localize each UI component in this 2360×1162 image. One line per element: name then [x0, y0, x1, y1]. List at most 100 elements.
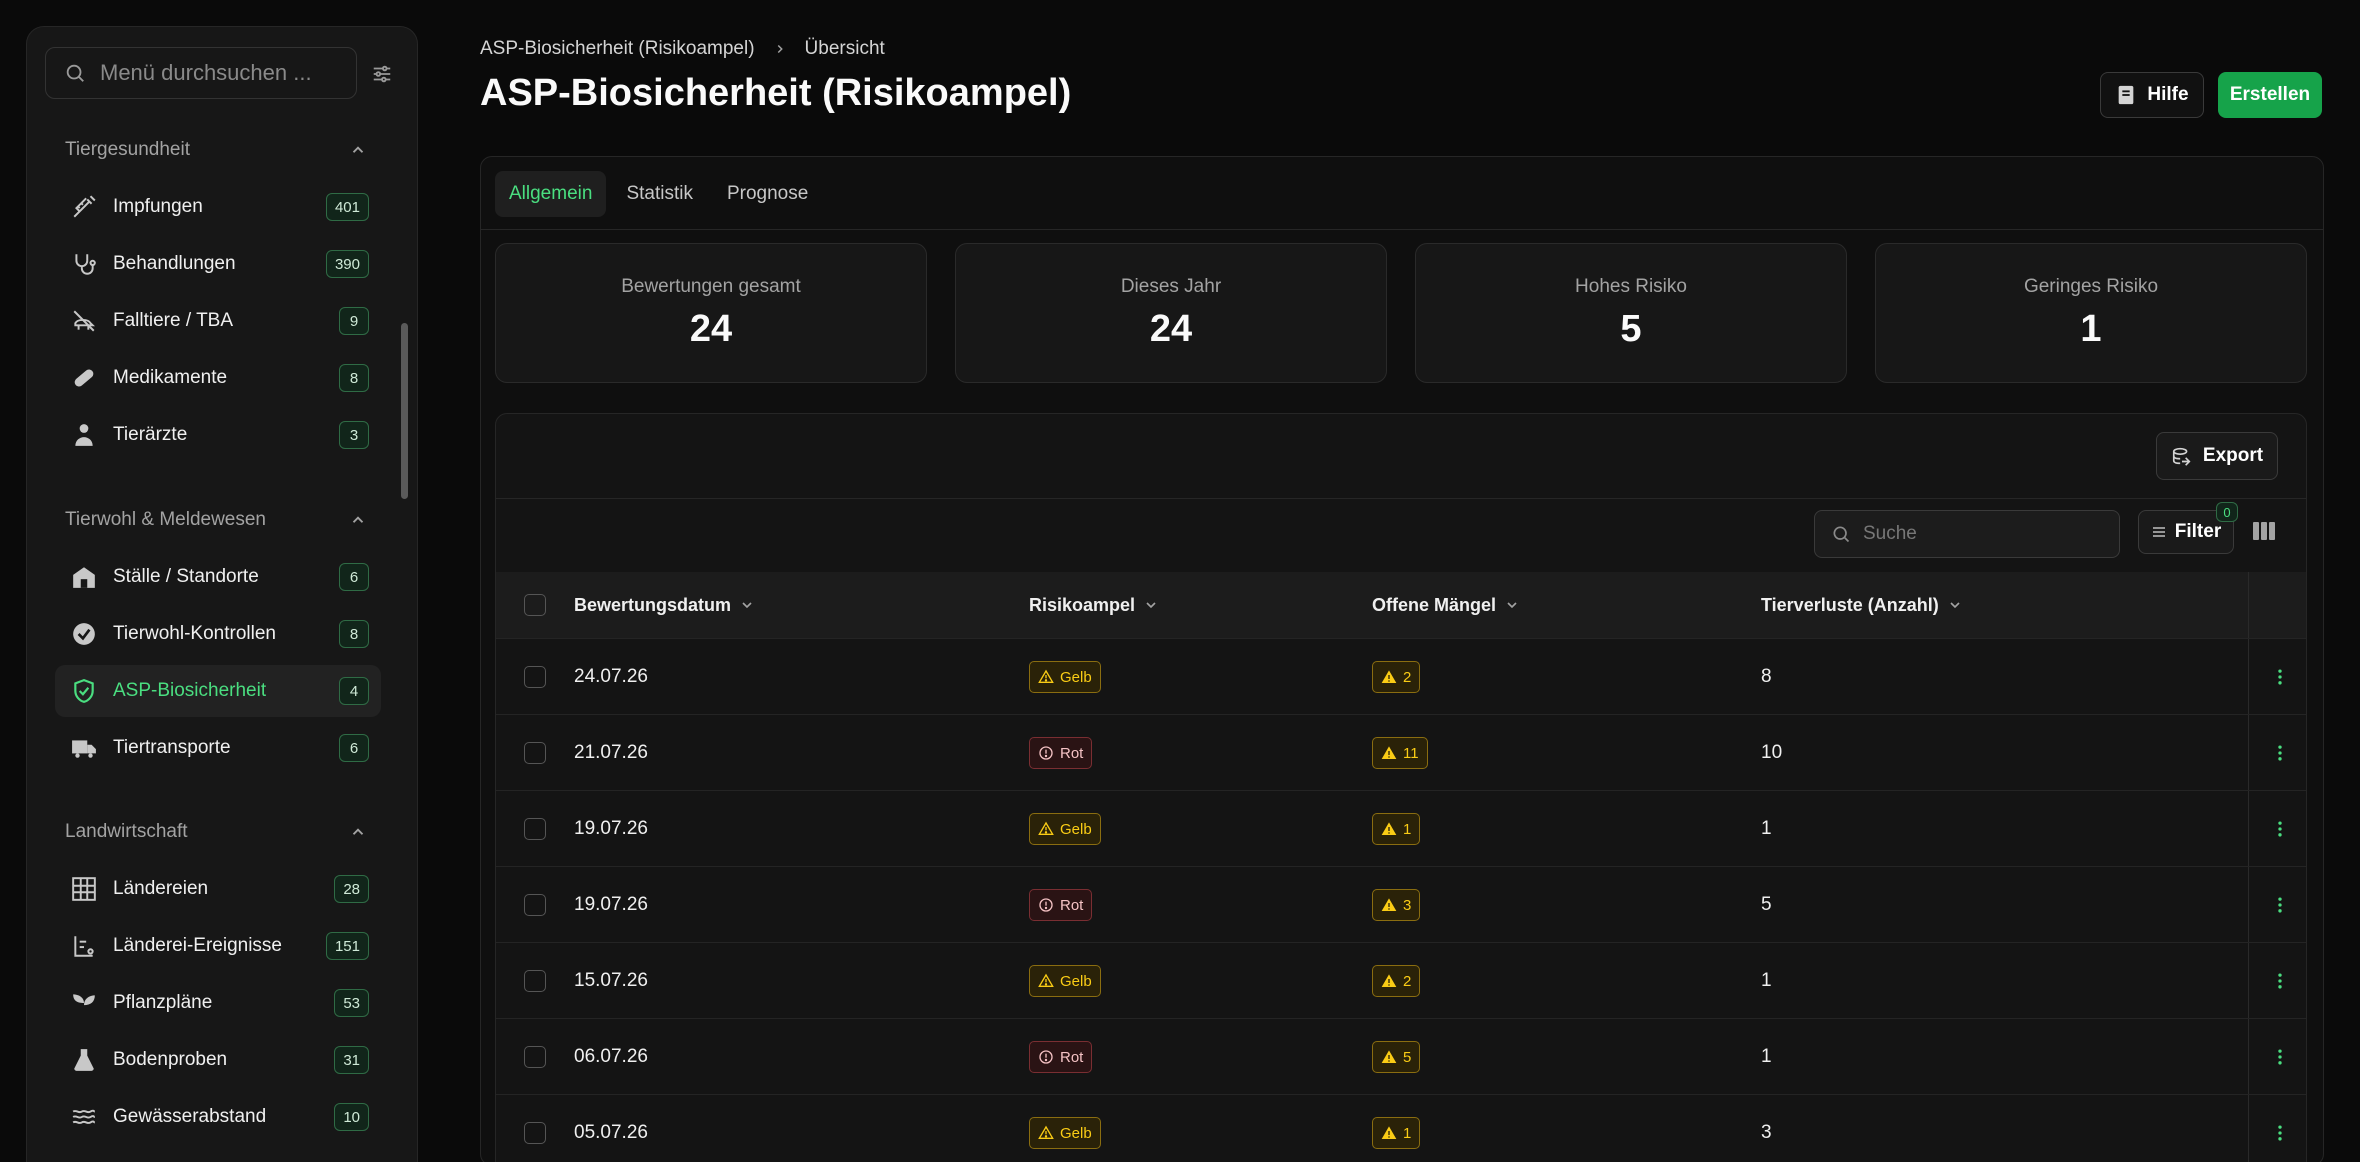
sidebar-item-tieraerzte[interactable]: Tierärzte 3	[55, 409, 381, 461]
sidebar-item-label: Ländereien	[113, 878, 209, 899]
more-vertical-icon[interactable]	[2270, 715, 2290, 791]
truck-icon	[69, 733, 99, 763]
sidebar-item-medikamente[interactable]: Medikamente 8	[55, 352, 381, 404]
row-checkbox[interactable]	[524, 1046, 546, 1068]
sidebar-item-label: Länderei-Ereignisse	[113, 935, 282, 956]
defects-count: 2	[1403, 972, 1412, 990]
sidebar-item-falltiere[interactable]: Falltiere / TBA 9	[55, 295, 381, 347]
sidebar-item-tierwohl-kontrollen[interactable]: Tierwohl-Kontrollen 8	[55, 608, 381, 660]
warning-filled-icon	[1381, 1049, 1397, 1065]
column-header-date[interactable]: Bewertungsdatum	[574, 572, 755, 638]
count-badge: 401	[325, 193, 369, 221]
sidebar-item-label: Bodenproben	[113, 1049, 228, 1070]
more-vertical-icon[interactable]	[2270, 639, 2290, 715]
water-icon	[69, 1102, 99, 1132]
cell-date: 19.07.26	[574, 894, 648, 915]
count-badge: 6	[339, 563, 369, 591]
warning-filled-icon	[1381, 669, 1397, 685]
stat-label: Hohes Risiko	[1575, 276, 1687, 297]
defects-badge: 1	[1372, 813, 1421, 845]
alert-circle-icon	[1038, 897, 1054, 913]
group-title-landwirtschaft[interactable]: Landwirtschaft	[65, 821, 188, 842]
sidebar-item-laendereien[interactable]: Ländereien 28	[55, 863, 381, 915]
tab-bar: Allgemein Statistik Prognose	[495, 171, 822, 217]
menu-search-input[interactable]: Menü durchsuchen ...	[45, 47, 357, 99]
chevron-up-icon[interactable]	[349, 823, 367, 846]
more-vertical-icon[interactable]	[2270, 1019, 2290, 1095]
cell-losses: 1	[1761, 1046, 1772, 1067]
cell-losses: 3	[1761, 1122, 1772, 1143]
tab-prognose[interactable]: Prognose	[726, 183, 809, 204]
warning-triangle-icon	[1038, 821, 1054, 837]
columns-icon[interactable]	[2252, 520, 2276, 547]
tab-statistik[interactable]: Statistik	[626, 183, 693, 204]
page-title: ASP-Biosicherheit (Risikoampel)	[480, 72, 1072, 114]
data-table-card: Export Suche Filter 0 Bewertungsdatum Ri…	[495, 413, 2307, 1162]
row-checkbox[interactable]	[524, 1122, 546, 1144]
breadcrumb-current: Übersicht	[804, 38, 885, 59]
filter-sliders-icon	[2152, 527, 2165, 537]
sidebar-item-tiertransporte[interactable]: Tiertransporte 6	[55, 722, 381, 774]
defects-badge: 11	[1372, 737, 1428, 769]
more-vertical-icon[interactable]	[2270, 867, 2290, 943]
breadcrumb-parent[interactable]: ASP-Biosicherheit (Risikoampel)	[480, 38, 755, 59]
row-checkbox[interactable]	[524, 818, 546, 840]
table-row[interactable]: 19.07.26 Gelb 1 1	[496, 790, 2306, 866]
table-row[interactable]: 24.07.26 Gelb 2 8	[496, 638, 2306, 714]
table-row[interactable]: 21.07.26 Rot 11 10	[496, 714, 2306, 790]
stat-card-this-year: Dieses Jahr 24	[955, 243, 1387, 383]
column-header-risk[interactable]: Risikoampel	[1029, 572, 1159, 638]
table-row[interactable]: 05.07.26 Gelb 1 3	[496, 1094, 2306, 1162]
sidebar-item-asp-biosicherheit[interactable]: ASP-Biosicherheit 4	[55, 665, 381, 717]
sidebar-item-staelle[interactable]: Ställe / Standorte 6	[55, 551, 381, 603]
chevron-down-icon	[1507, 602, 1517, 609]
defects-count: 2	[1403, 668, 1412, 686]
row-checkbox[interactable]	[524, 742, 546, 764]
sidebar-scrollbar[interactable]	[401, 323, 408, 499]
sidebar-item-laenderei-ereignisse[interactable]: Länderei-Ereignisse 151	[55, 920, 381, 972]
more-vertical-icon[interactable]	[2270, 791, 2290, 867]
column-header-defects[interactable]: Offene Mängel	[1372, 572, 1520, 638]
cell-losses: 10	[1761, 742, 1783, 763]
defects-count: 1	[1403, 820, 1412, 838]
risk-badge: Gelb	[1029, 661, 1101, 693]
column-label: Bewertungsdatum	[574, 594, 732, 615]
row-checkbox[interactable]	[524, 666, 546, 688]
risk-badge-label: Rot	[1060, 1048, 1084, 1066]
table-search-input[interactable]: Suche	[1814, 510, 2120, 558]
table-row[interactable]: 06.07.26 Rot 5 1	[496, 1018, 2306, 1094]
warning-filled-icon	[1381, 821, 1397, 837]
risk-badge-label: Rot	[1060, 744, 1084, 762]
sidebar-item-impfungen[interactable]: Impfungen 401	[55, 181, 381, 233]
risk-badge: Rot	[1029, 1041, 1093, 1073]
table-row[interactable]: 15.07.26 Gelb 2 1	[496, 942, 2306, 1018]
sidebar-item-bodenproben[interactable]: Bodenproben 31	[55, 1034, 381, 1086]
column-header-losses[interactable]: Tierverluste (Anzahl)	[1761, 572, 1963, 638]
row-checkbox[interactable]	[524, 894, 546, 916]
chevron-up-icon[interactable]	[349, 141, 367, 164]
defects-count: 1	[1403, 1124, 1412, 1142]
tab-allgemein[interactable]: Allgemein	[495, 171, 607, 217]
chevron-right-icon	[777, 44, 783, 54]
cell-date: 06.07.26	[574, 1046, 648, 1067]
count-badge: 31	[334, 1046, 369, 1074]
sidebar-item-behandlungen[interactable]: Behandlungen 390	[55, 238, 381, 290]
more-vertical-icon[interactable]	[2270, 943, 2290, 1019]
help-button[interactable]: Hilfe	[2100, 72, 2204, 118]
cell-date: 15.07.26	[574, 970, 648, 991]
create-button[interactable]: Erstellen	[2218, 72, 2322, 118]
defects-badge: 2	[1372, 965, 1421, 997]
more-vertical-icon[interactable]	[2270, 1095, 2290, 1162]
settings-sliders-icon[interactable]	[371, 63, 393, 90]
sidebar-item-gewaesserabstand[interactable]: Gewässerabstand 10	[55, 1091, 381, 1143]
alert-circle-icon	[1038, 745, 1054, 761]
group-title-tiergesundheit[interactable]: Tiergesundheit	[65, 139, 190, 160]
sidebar-item-pflanzplaene[interactable]: Pflanzpläne 53	[55, 977, 381, 1029]
export-button[interactable]: Export	[2156, 432, 2278, 480]
chevron-up-icon[interactable]	[349, 511, 367, 534]
table-row[interactable]: 19.07.26 Rot 3 5	[496, 866, 2306, 942]
warning-filled-icon	[1381, 973, 1397, 989]
row-checkbox[interactable]	[524, 970, 546, 992]
select-all-checkbox[interactable]	[524, 594, 546, 616]
group-title-tierwohl[interactable]: Tierwohl & Meldewesen	[65, 509, 266, 530]
